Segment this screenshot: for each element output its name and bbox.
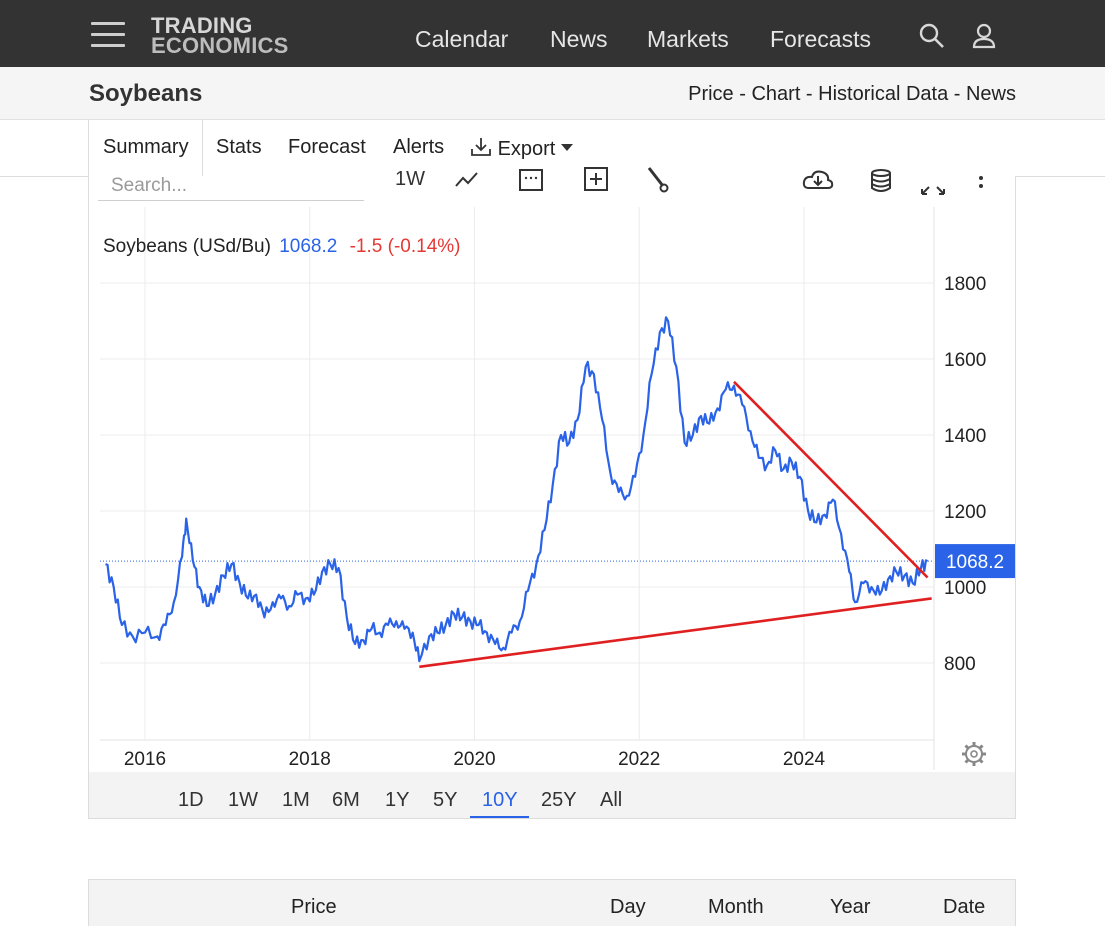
breadcrumb-separator: - — [733, 83, 752, 105]
y-tick-label: 1800 — [944, 274, 986, 295]
range-5y[interactable]: 5Y — [433, 789, 458, 811]
price-line — [105, 316, 929, 663]
y-tick-label: 1200 — [944, 502, 986, 523]
user-icon[interactable] — [970, 22, 1000, 52]
more-options-icon[interactable] — [976, 172, 986, 196]
line-chart-icon[interactable] — [455, 170, 479, 194]
nav-news[interactable]: News — [550, 26, 608, 52]
column-date: Date — [943, 896, 986, 918]
breadcrumb-separator: - — [948, 83, 966, 105]
nav-forecasts[interactable]: Forecasts — [770, 26, 871, 52]
y-tick-label: 1600 — [944, 350, 986, 371]
export-label: Export — [497, 138, 556, 160]
fullscreen-icon[interactable] — [920, 176, 946, 200]
active-range-indicator — [470, 816, 529, 818]
chart-legend: Soybeans (USd/Bu) 1068.2 -1.5 (-0.14%) — [103, 236, 460, 258]
menu-icon[interactable] — [91, 22, 125, 50]
x-tick-label: 2018 — [289, 749, 331, 770]
x-tick-label: 2016 — [124, 749, 166, 770]
time-range-bar: 1D 1W 1M 6M 1Y 5Y 10Y 25Y All — [89, 772, 1015, 818]
last-price-badge — [935, 544, 1015, 579]
page-title: Soybeans — [89, 80, 203, 107]
settings-gear-icon[interactable] — [962, 742, 986, 766]
grid-lines — [100, 207, 934, 740]
download-icon — [471, 138, 491, 156]
range-10y[interactable]: 10Y — [482, 789, 518, 811]
breadcrumb-separator: - — [800, 83, 819, 105]
price-change: -1.5 (-0.14%) — [349, 236, 461, 257]
draw-tool-icon[interactable] — [645, 166, 671, 193]
tab-forecast[interactable]: Forecast — [288, 136, 366, 158]
tab-active-background — [88, 120, 203, 178]
column-price: Price — [291, 896, 337, 918]
breadcrumb-price[interactable]: Price — [688, 83, 734, 105]
price-table-header: Price Day Month Year Date — [88, 879, 1016, 926]
trendlines[interactable] — [419, 380, 932, 669]
breadcrumb: Price - Chart - Historical Data - News — [688, 83, 1016, 106]
symbol-search-input[interactable]: Search... — [98, 174, 364, 201]
export-dropdown[interactable]: Export — [470, 136, 573, 161]
last-price: 1068.2 — [279, 236, 338, 257]
database-icon[interactable] — [870, 168, 892, 192]
x-axis-ticks: 2016 2018 2020 2022 2024 — [124, 749, 826, 770]
logo-line-2: ECONOMICS — [151, 33, 289, 58]
logo-line-1: TRADING — [151, 13, 253, 38]
calendar-icon[interactable] — [518, 166, 544, 191]
x-tick-label: 2022 — [618, 749, 660, 770]
caret-down-icon — [560, 144, 573, 151]
x-tick-label: 2024 — [783, 749, 826, 770]
y-tick-label: 1400 — [944, 426, 986, 447]
breadcrumb-historical-data[interactable]: Historical Data — [818, 83, 949, 105]
column-day: Day — [610, 896, 646, 918]
top-navbar: TRADING ECONOMICS Calendar News Markets … — [0, 0, 1105, 67]
page-header: Soybeans Price - Chart - Historical Data… — [0, 67, 1105, 120]
cloud-download-icon[interactable] — [802, 168, 834, 192]
interval-selector[interactable]: 1W — [395, 168, 425, 190]
breadcrumb-news[interactable]: News — [965, 83, 1016, 105]
instrument-name: Soybeans (USd/Bu) — [103, 236, 271, 257]
last-price-label: 1068.2 — [935, 544, 1015, 579]
tab-stats[interactable]: Stats — [216, 136, 262, 158]
x-tick-label: 2020 — [453, 749, 495, 770]
column-month: Month — [708, 896, 764, 918]
range-1y[interactable]: 1Y — [385, 789, 410, 811]
search-icon[interactable] — [918, 22, 948, 52]
range-6m[interactable]: 6M — [332, 789, 360, 811]
price-series — [105, 316, 929, 663]
column-year: Year — [830, 896, 871, 918]
nav-markets[interactable]: Markets — [647, 26, 729, 52]
range-1m[interactable]: 1M — [282, 789, 310, 811]
y-tick-label: 1000 — [944, 578, 986, 599]
y-axis-ticks: 800 1000 1200 1400 1600 1800 — [944, 274, 986, 675]
add-indicator-icon[interactable] — [583, 166, 609, 191]
trendline — [419, 597, 932, 669]
range-all[interactable]: All — [600, 789, 623, 811]
breadcrumb-chart[interactable]: Chart — [751, 83, 801, 105]
tab-alerts[interactable]: Alerts — [393, 136, 445, 158]
site-logo[interactable]: TRADING ECONOMICS — [151, 13, 289, 58]
range-1w[interactable]: 1W — [228, 789, 258, 811]
range-1d[interactable]: 1D — [178, 789, 204, 811]
range-25y[interactable]: 25Y — [541, 789, 577, 811]
trendline — [733, 380, 929, 579]
y-tick-label: 800 — [944, 654, 976, 675]
nav-calendar[interactable]: Calendar — [415, 26, 509, 52]
last-price-badge-text: 1068.2 — [946, 552, 1004, 573]
tab-summary[interactable]: Summary — [103, 136, 189, 158]
